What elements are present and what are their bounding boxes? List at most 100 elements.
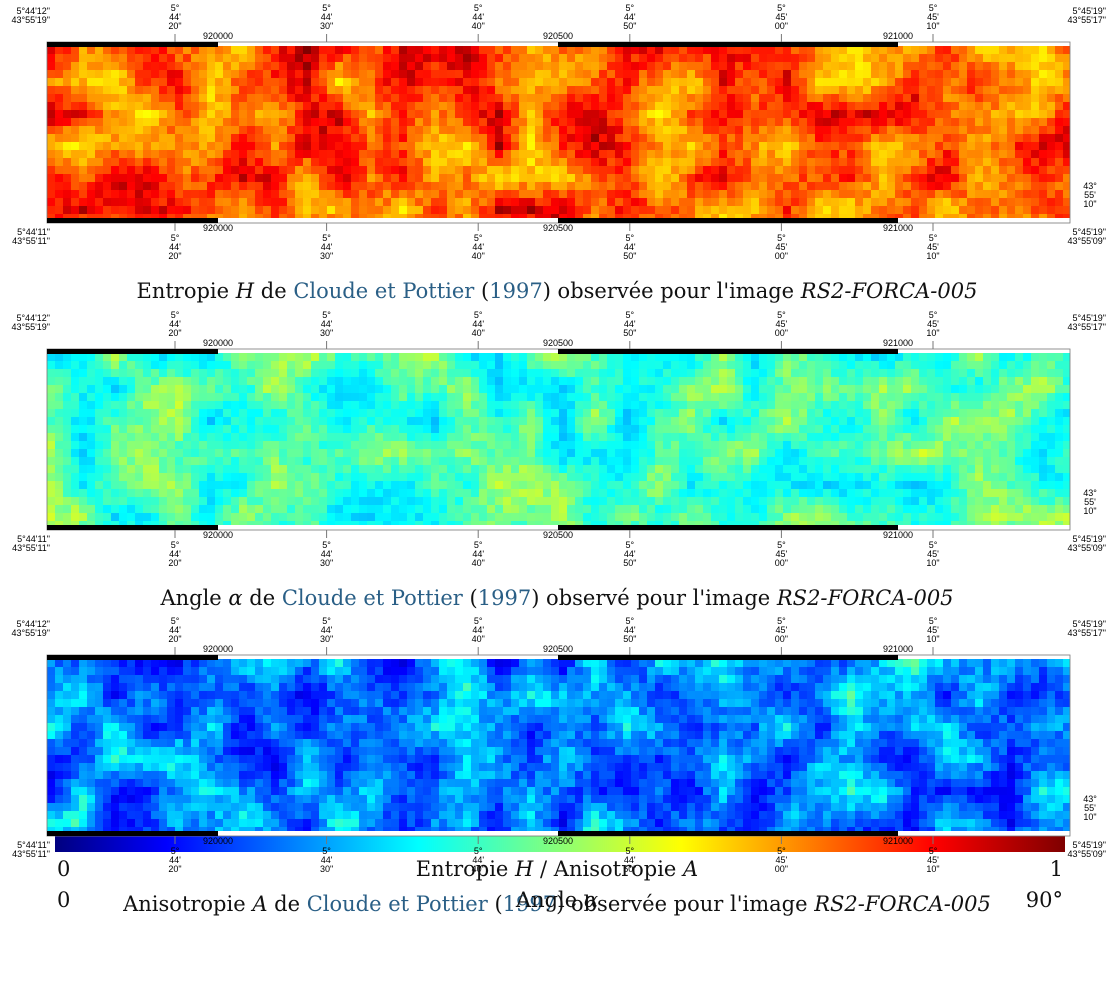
pixel <box>759 142 767 150</box>
pixel <box>111 62 119 70</box>
pixel <box>423 62 431 70</box>
pixel <box>687 369 695 377</box>
pixel <box>383 46 391 54</box>
pixel <box>463 102 471 110</box>
pixel <box>431 174 439 182</box>
pixel <box>191 134 199 142</box>
pixel <box>391 353 399 361</box>
pixel <box>607 62 615 70</box>
pixel <box>263 433 271 441</box>
pixel <box>999 166 1007 174</box>
pixel <box>63 417 71 425</box>
pixel <box>199 54 207 62</box>
pixel <box>807 441 815 449</box>
pixel <box>215 150 223 158</box>
map-label: 10" <box>926 21 939 31</box>
pixel <box>159 174 167 182</box>
pixel <box>703 190 711 198</box>
pixel <box>559 441 567 449</box>
pixel <box>591 433 599 441</box>
pixel <box>1047 393 1055 401</box>
pixel <box>327 465 335 473</box>
pixel <box>551 465 559 473</box>
pixel <box>79 110 87 118</box>
pixel <box>959 353 967 361</box>
pixel <box>775 457 783 465</box>
pixel <box>951 166 959 174</box>
pixel <box>263 110 271 118</box>
pixel <box>903 142 911 150</box>
pixel <box>503 134 511 142</box>
pixel <box>471 86 479 94</box>
pixel <box>159 417 167 425</box>
pixel <box>591 150 599 158</box>
pixel <box>71 46 79 54</box>
pixel <box>583 465 591 473</box>
pixel <box>375 158 383 166</box>
pixel <box>431 385 439 393</box>
pixel <box>519 401 527 409</box>
pixel <box>735 78 743 86</box>
pixel <box>503 457 511 465</box>
pixel <box>343 54 351 62</box>
pixel <box>303 441 311 449</box>
pixel <box>831 473 839 481</box>
pixel <box>55 393 63 401</box>
pixel <box>839 401 847 409</box>
pixel <box>239 353 247 361</box>
pixel <box>1063 150 1070 158</box>
pixel <box>55 353 63 361</box>
pixel <box>631 214 639 218</box>
pixel <box>927 457 935 465</box>
pixel <box>799 425 807 433</box>
pixel <box>599 369 607 377</box>
pixel <box>1063 94 1070 102</box>
pixel <box>839 78 847 86</box>
pixel <box>375 369 383 377</box>
pixel <box>927 377 935 385</box>
pixel <box>207 134 215 142</box>
map-label: 10" <box>926 251 939 261</box>
pixel <box>671 401 679 409</box>
pixel <box>311 353 319 361</box>
pixel <box>1023 473 1031 481</box>
pixel <box>751 393 759 401</box>
pixel <box>711 110 719 118</box>
pixel <box>839 361 847 369</box>
pixel <box>439 166 447 174</box>
pixel <box>143 102 151 110</box>
pixel <box>623 385 631 393</box>
pixel <box>207 417 215 425</box>
pixel <box>823 409 831 417</box>
pixel <box>543 409 551 417</box>
pixel <box>671 150 679 158</box>
pixel <box>311 369 319 377</box>
pixel <box>407 481 415 489</box>
pixel <box>591 441 599 449</box>
pixel <box>951 393 959 401</box>
pixel <box>447 441 455 449</box>
pixel <box>327 166 335 174</box>
pixel <box>263 377 271 385</box>
pixel <box>351 377 359 385</box>
pixel <box>1007 206 1015 214</box>
pixel <box>255 102 263 110</box>
pixel <box>119 393 127 401</box>
pixel <box>231 70 239 78</box>
pixel <box>1007 134 1015 142</box>
pixel <box>679 78 687 86</box>
pixel <box>119 425 127 433</box>
pixel <box>695 46 703 54</box>
pixel <box>559 369 567 377</box>
pixel <box>687 353 695 361</box>
pixel <box>263 142 271 150</box>
pixel <box>671 214 679 218</box>
pixel <box>831 361 839 369</box>
pixel <box>207 78 215 86</box>
pixel <box>591 126 599 134</box>
pixel <box>991 409 999 417</box>
pixel <box>479 465 487 473</box>
pixel <box>687 126 695 134</box>
pixel <box>719 70 727 78</box>
pixel <box>295 70 303 78</box>
